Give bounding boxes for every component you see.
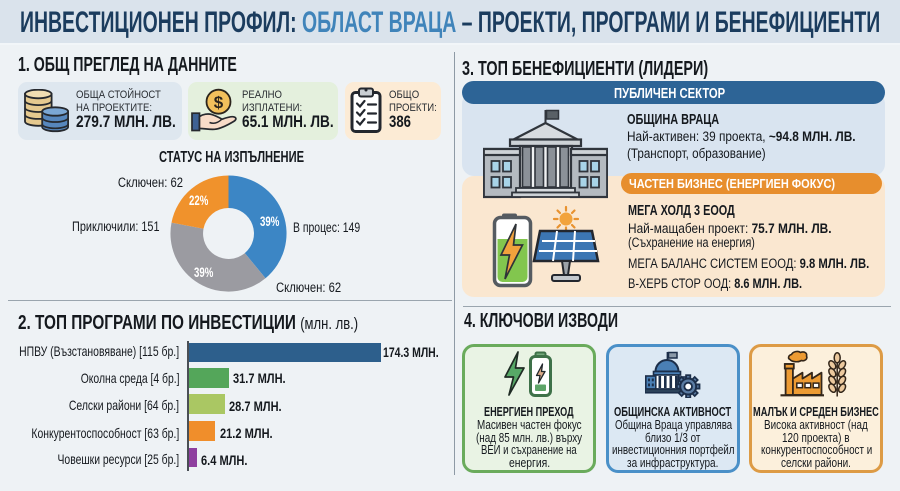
svg-text:$: $ [214,93,224,112]
